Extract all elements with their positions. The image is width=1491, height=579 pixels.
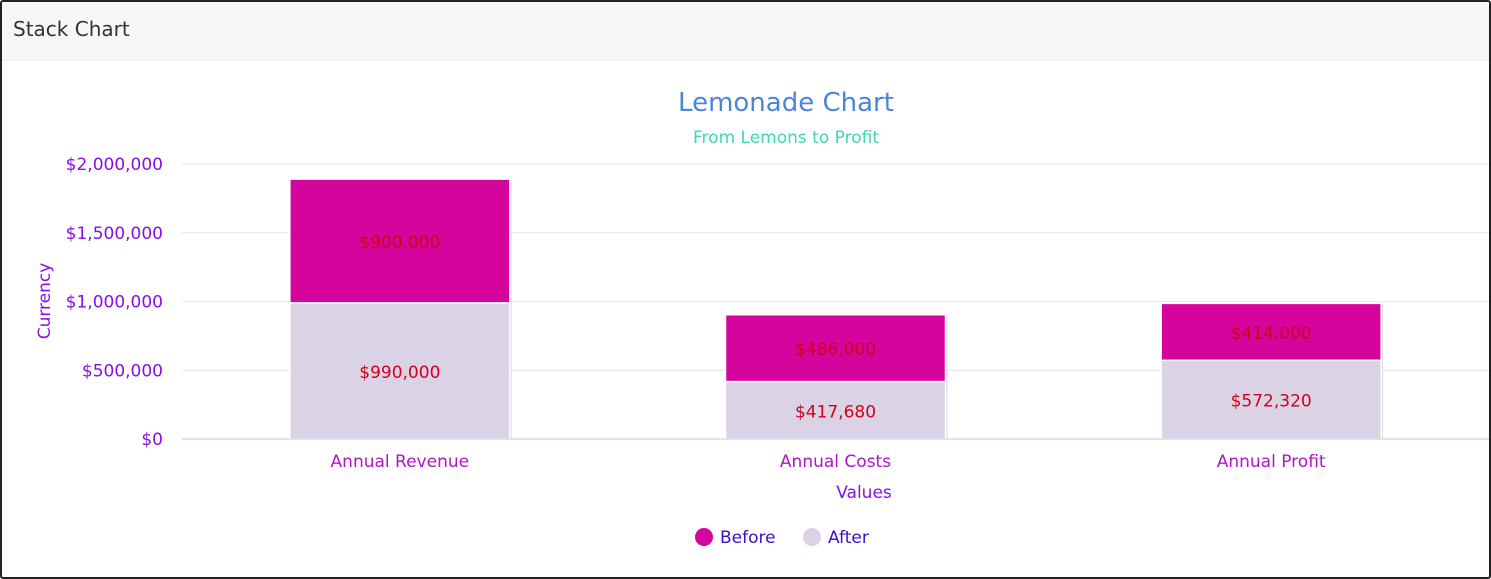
x-tick-label: Annual Profit: [1217, 452, 1326, 472]
legend: Before After: [695, 528, 869, 548]
bars: [289, 178, 1384, 440]
legend-marker-before: [695, 528, 713, 546]
data-labels: $990,000 $417,680 $572,320 $900,000 $486,000…: [359, 233, 1311, 422]
y-tick-label: $1,500,000: [66, 224, 163, 244]
bar-before: [289, 178, 511, 304]
y-tick-label: $1,000,000: [66, 293, 163, 313]
chart-title: Lemonade Chart: [678, 88, 894, 118]
y-tick-label: $2,000,000: [66, 155, 163, 175]
bar-before: [1160, 302, 1382, 362]
data-label: $486,000: [795, 340, 876, 360]
legend-label-after: After: [828, 528, 869, 548]
card-header: Stack Chart: [2, 2, 1489, 61]
data-label: $990,000: [359, 363, 440, 383]
chart-subtitle: From Lemons to Profit: [693, 128, 879, 148]
x-tick-label: Annual Costs: [780, 452, 891, 472]
axes: $0 $500,000 $1,000,000 $1,500,000 $2,000,000…: [66, 155, 1489, 472]
y-tick-label: $500,000: [82, 361, 163, 381]
data-label: $414,000: [1231, 324, 1312, 344]
y-tick-label: $0: [141, 430, 163, 450]
y-axis-label: Currency: [35, 263, 55, 340]
data-label: $572,320: [1231, 392, 1312, 412]
legend-marker-after: [803, 528, 821, 546]
x-axis-label: Values: [836, 483, 892, 503]
data-label: $900,000: [359, 233, 440, 253]
x-tick-label: Annual Revenue: [331, 452, 470, 472]
legend-label-before: Before: [720, 528, 776, 548]
bar-before: [724, 313, 947, 383]
data-label: $417,680: [795, 402, 876, 422]
card-title: Stack Chart: [13, 17, 130, 41]
